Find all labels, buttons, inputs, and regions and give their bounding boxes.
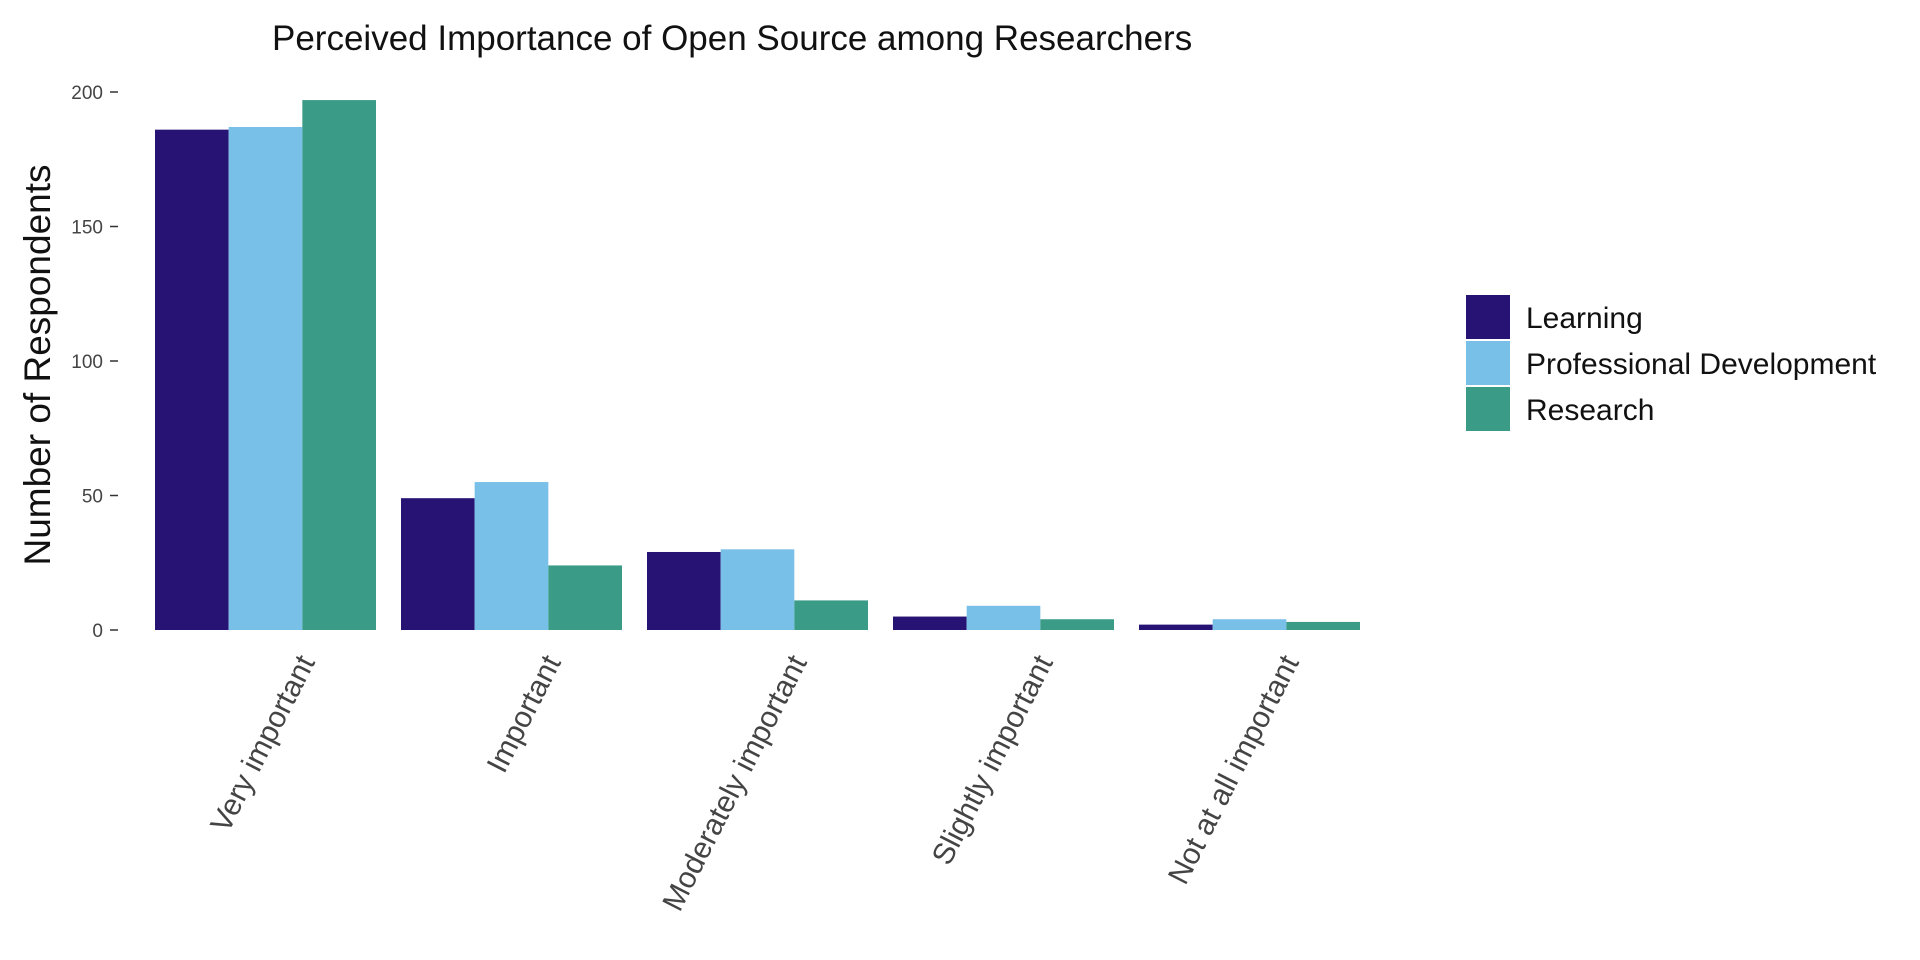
x-tick-label: Slightly important [926,650,1060,871]
bar-learning [1139,624,1213,630]
x-tick-label: Very important [205,650,323,838]
y-tick-label: 50 [82,487,103,508]
x-tick-label: Important [481,650,568,778]
bar-research [1286,621,1360,630]
bars [155,100,1360,630]
legend-label: Learning [1526,302,1643,335]
bar-professional-development [966,605,1041,630]
legend-label: Research [1526,394,1654,427]
x-tick-label: Not at all important [1162,650,1306,890]
bar-professional-development [474,482,549,630]
bar-professional-development [720,549,795,630]
legend-swatch [1466,295,1510,339]
y-tick-label: 100 [71,352,103,373]
legend-swatch [1466,387,1510,431]
bar-research [1040,619,1114,630]
legend-swatch [1466,341,1510,385]
y-axis: 0 50 100 150 200 [71,83,118,642]
bar-learning [155,129,229,630]
y-axis-label: Number of Respondents [17,164,58,565]
x-tick-label: Moderately important [656,650,814,917]
y-tick-label: 200 [71,83,103,104]
legend-label: Professional Development [1526,348,1877,381]
bar-learning [401,498,475,630]
legend: Learning Professional Development Research [1466,295,1877,431]
bar-research [548,565,622,630]
y-tick-label: 0 [92,621,103,642]
bar-learning [647,551,721,630]
bar-research [794,600,868,630]
bar-research [302,100,376,630]
bar-learning [893,616,967,630]
x-axis: Very important Important Moderately import… [205,650,1307,917]
bar-professional-development [1212,619,1287,630]
bar-professional-development [228,126,303,630]
chart-title: Perceived Importance of Open Source amon… [272,19,1192,58]
y-tick-label: 150 [71,218,103,239]
